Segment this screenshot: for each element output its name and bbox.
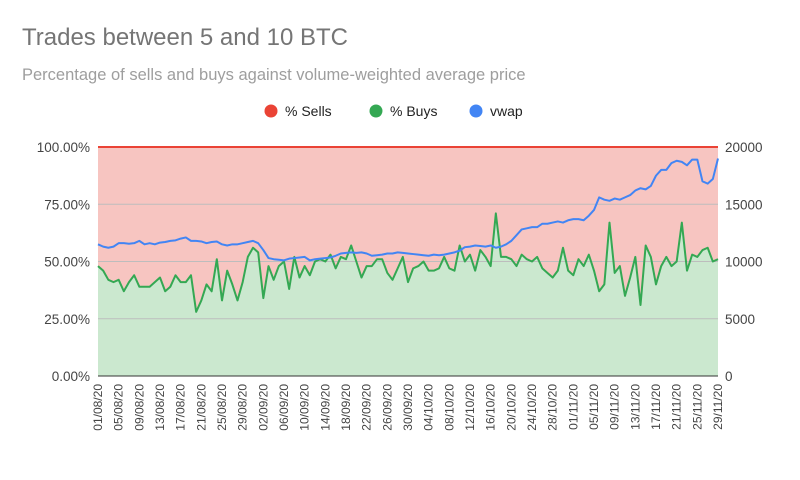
y-axis-left: 0.00% 25.00% 50.00% 75.00% 100.00% <box>37 140 90 384</box>
legend-swatch-vwap <box>469 104 483 118</box>
x-tick-26: 13/11/20 <box>628 384 642 430</box>
legend-item-vwap[interactable]: vwap <box>469 103 523 119</box>
legend-swatch-buys <box>369 104 383 118</box>
x-tick-28: 21/11/20 <box>670 384 684 430</box>
x-tick-4: 17/08/20 <box>174 384 188 431</box>
x-tick-19: 16/10/20 <box>484 384 498 431</box>
legend: % Sells % Buys vwap <box>264 103 523 119</box>
x-tick-15: 30/09/20 <box>401 384 415 431</box>
x-tick-21: 24/10/20 <box>525 384 539 431</box>
x-tick-17: 08/10/20 <box>442 384 456 431</box>
x-tick-29: 25/11/20 <box>690 384 704 430</box>
y-left-tick-2: 50.00% <box>44 255 90 270</box>
y-right-tick-2: 10000 <box>725 255 763 270</box>
x-tick-6: 25/08/20 <box>215 384 229 431</box>
y-left-tick-1: 25.00% <box>44 312 90 327</box>
y-right-tick-0: 0 <box>725 369 733 384</box>
buys-line <box>97 212 719 313</box>
x-tick-25: 09/11/20 <box>608 384 622 430</box>
vwap-line <box>97 158 719 262</box>
chart-title: Trades between 5 and 10 BTC <box>22 24 348 51</box>
y-right-tick-4: 20000 <box>725 140 763 155</box>
x-tick-3: 13/08/20 <box>153 384 167 431</box>
y-right-tick-3: 15000 <box>725 197 763 212</box>
x-tick-10: 10/09/20 <box>298 384 312 431</box>
x-tick-9: 06/09/20 <box>277 384 291 431</box>
legend-label-sells: % Sells <box>285 103 332 119</box>
x-tick-30: 29/11/20 <box>711 384 725 430</box>
y-left-tick-0: 0.00% <box>52 369 90 384</box>
x-tick-0: 01/08/20 <box>91 384 105 431</box>
chart-subtitle: Percentage of sells and buys against vol… <box>22 66 526 84</box>
legend-item-buys[interactable]: % Buys <box>369 103 438 119</box>
x-tick-1: 05/08/20 <box>112 384 126 431</box>
x-tick-16: 04/10/20 <box>422 384 436 431</box>
buys-area <box>98 213 718 376</box>
y-left-tick-4: 100.00% <box>37 140 90 155</box>
legend-label-buys: % Buys <box>390 103 437 119</box>
legend-label-vwap: vwap <box>490 103 523 119</box>
x-tick-14: 26/09/20 <box>380 384 394 431</box>
x-tick-18: 12/10/20 <box>463 384 477 431</box>
y-axis-right: 0 5000 10000 15000 20000 <box>725 140 763 384</box>
x-tick-11: 14/09/20 <box>318 384 332 431</box>
x-tick-20: 20/10/20 <box>504 384 518 431</box>
x-tick-23: 01/11/20 <box>566 384 580 430</box>
x-axis: 01/08/20 05/08/20 09/08/20 13/08/20 17/08/20… <box>91 384 725 431</box>
x-tick-5: 21/08/20 <box>194 384 208 431</box>
x-tick-27: 17/11/20 <box>649 384 663 430</box>
x-tick-8: 02/09/20 <box>256 384 270 431</box>
y-right-tick-1: 5000 <box>725 312 755 327</box>
x-tick-7: 29/08/20 <box>236 384 250 431</box>
legend-item-sells[interactable]: % Sells <box>264 103 332 119</box>
x-tick-12: 18/09/20 <box>339 384 353 431</box>
x-tick-13: 22/09/20 <box>360 384 374 431</box>
y-left-tick-3: 75.00% <box>44 197 90 212</box>
x-tick-22: 28/10/20 <box>546 384 560 431</box>
legend-swatch-sells <box>264 104 278 118</box>
x-tick-24: 05/11/20 <box>587 384 601 430</box>
x-tick-2: 09/08/20 <box>132 384 146 431</box>
